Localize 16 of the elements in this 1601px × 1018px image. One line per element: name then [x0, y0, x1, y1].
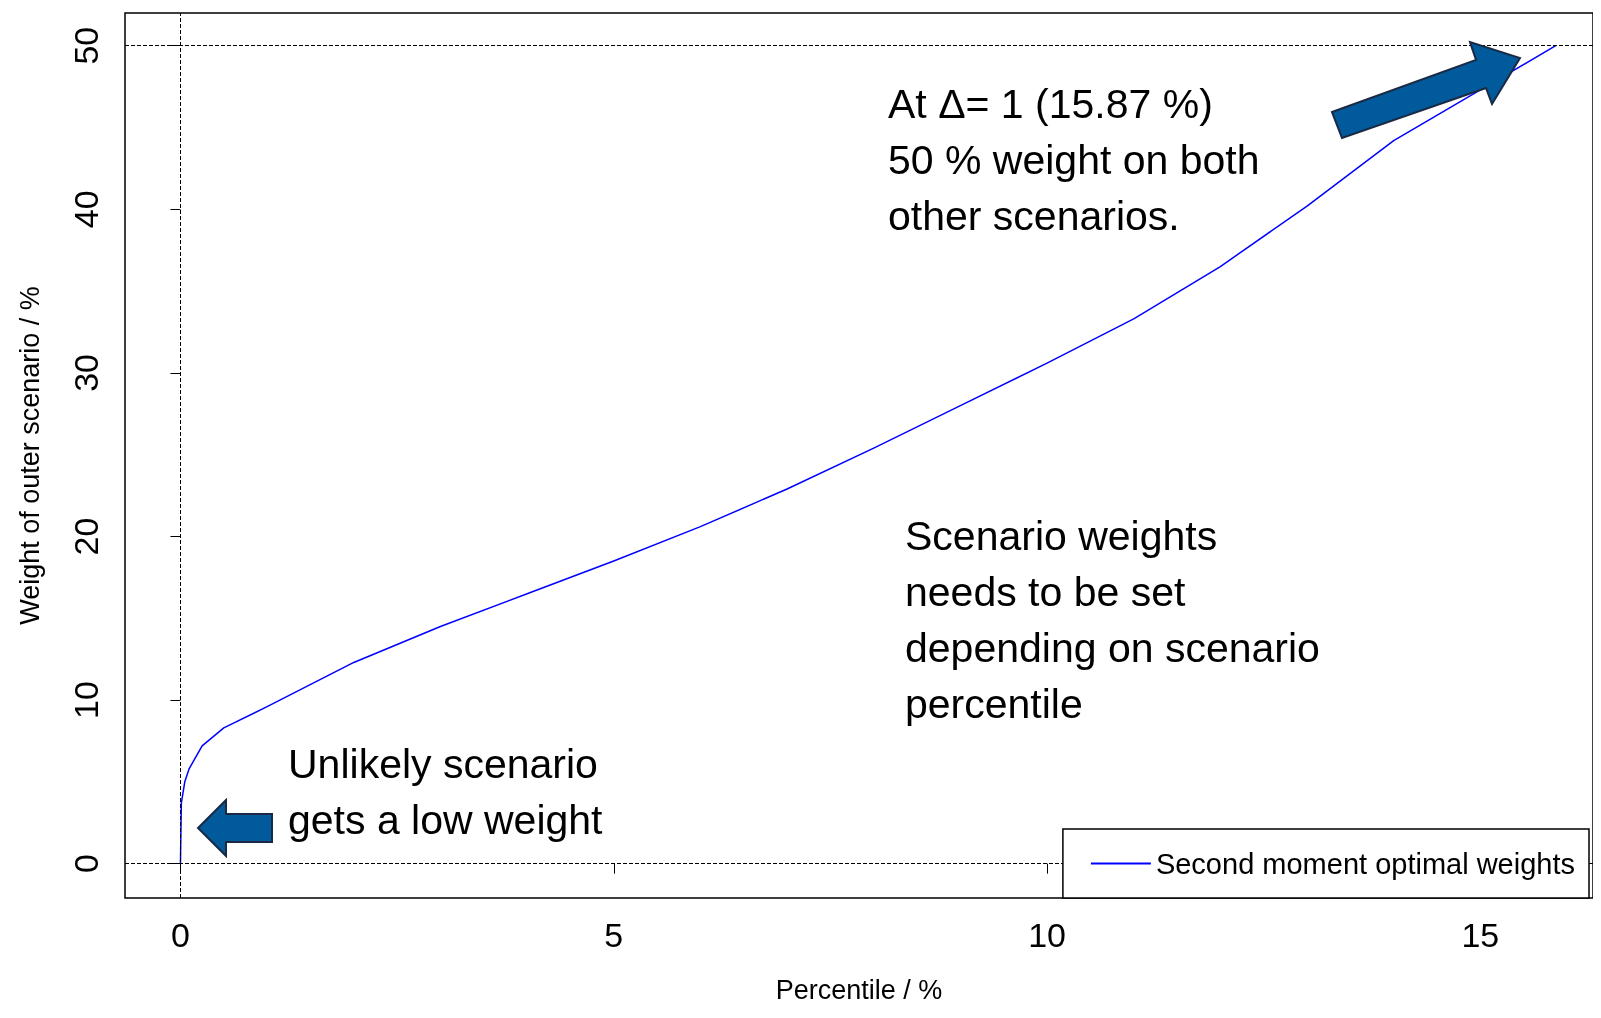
y-axis-title: Weight of outer scenario / % [14, 286, 45, 625]
annotation: Unlikely scenario gets a low weight [288, 741, 604, 843]
x-axis-title: Percentile / % [775, 974, 943, 1005]
legend-label: Second moment optimal weights [1155, 847, 1576, 880]
x-tick-label: 5 [604, 916, 624, 954]
annotation: At Δ= 1 (15.87 %) 50 % weight on both other scenarios. [888, 81, 1260, 239]
x-tick-label: 10 [1028, 916, 1066, 954]
y-tick-label: 30 [67, 353, 105, 392]
y-tick-label: 40 [67, 190, 105, 229]
x-tick-label: 0 [171, 916, 190, 954]
x-tick-label: 15 [1461, 916, 1500, 954]
y-tick-label: 0 [67, 854, 105, 874]
annotation: Scenario weights needs to be set depending on scenario percentile [905, 513, 1320, 727]
y-tick-label: 50 [67, 26, 105, 65]
y-tick-label: 20 [67, 517, 105, 556]
y-tick-label: 10 [67, 681, 105, 719]
